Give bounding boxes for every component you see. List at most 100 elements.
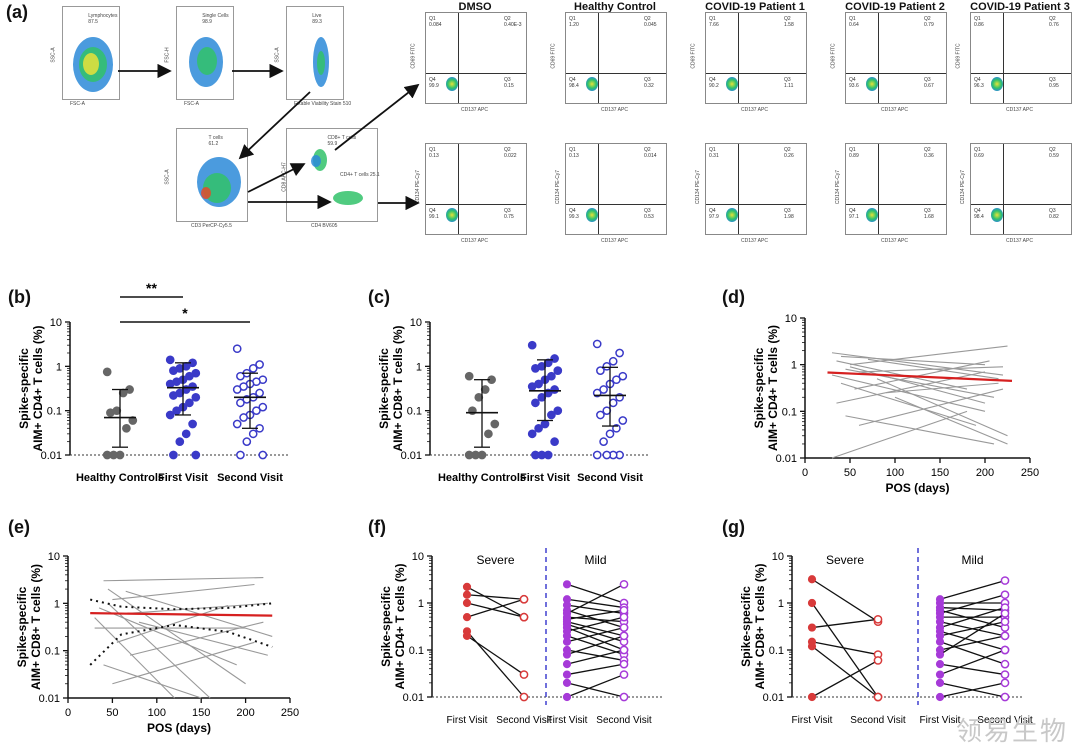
pair-line bbox=[811, 578, 879, 623]
quadrant-hline bbox=[706, 73, 806, 74]
subject-line bbox=[112, 641, 255, 685]
quadrant-name: Q4 bbox=[569, 77, 576, 83]
quadrant-name: Q2 bbox=[924, 147, 931, 153]
quadrant-x-label: CD137 APC bbox=[741, 238, 768, 244]
mild-second-point bbox=[1000, 678, 1010, 688]
quadrant-value: 0.53 bbox=[644, 214, 654, 220]
mild-second-point bbox=[1000, 576, 1010, 585]
data-point bbox=[490, 419, 500, 429]
y-tick-label: 0.1 bbox=[407, 406, 422, 418]
data-point bbox=[608, 398, 618, 408]
density-blob bbox=[311, 155, 321, 167]
density-blob bbox=[201, 187, 211, 199]
mild-second-point bbox=[619, 659, 629, 669]
quadrant-value: 0.15 bbox=[504, 83, 514, 89]
quadrant-plot: Q1 0.31 Q2 0.26 Q4 97.9 Q3 1.98 bbox=[705, 143, 807, 235]
gating-x-axis-label: Fixable Viability Stain 510 bbox=[294, 101, 352, 107]
data-point bbox=[175, 437, 185, 447]
data-point bbox=[527, 382, 537, 391]
quadrant-name: Q1 bbox=[429, 147, 436, 153]
x-tick-label: 150 bbox=[931, 467, 949, 479]
gate-value: 89.3 bbox=[312, 19, 322, 25]
data-point bbox=[191, 450, 201, 460]
quadrant-hline bbox=[846, 73, 946, 74]
y-tick-label: 10 bbox=[410, 317, 422, 329]
quadrant-name: Q3 bbox=[644, 77, 651, 83]
quadrant-value: 0.95 bbox=[1049, 83, 1059, 89]
pair-line bbox=[939, 630, 1006, 651]
data-point bbox=[102, 367, 112, 377]
data-point bbox=[537, 392, 547, 402]
quadrant-name: Q2 bbox=[504, 147, 511, 153]
data-point bbox=[236, 450, 245, 460]
subject-line bbox=[103, 664, 202, 699]
x-axis-label: POS (days) bbox=[885, 481, 949, 495]
quadrant-vline bbox=[458, 13, 459, 103]
quadrant-value: 1.98 bbox=[784, 214, 794, 220]
y-axis-label-line1: Spike-specific bbox=[752, 347, 766, 428]
arrow-4 bbox=[247, 163, 306, 193]
quadrant-value: 93.6 bbox=[849, 83, 859, 89]
pair-line bbox=[466, 586, 525, 618]
quadrant-value: 99.3 bbox=[569, 214, 579, 220]
quadrant-hline bbox=[706, 204, 806, 205]
data-point bbox=[232, 385, 242, 394]
quadrant-name: Q2 bbox=[1049, 16, 1056, 22]
mild-first-point bbox=[562, 670, 572, 679]
x-category-label: First Visit bbox=[792, 715, 833, 726]
pair-line bbox=[566, 626, 625, 643]
data-point bbox=[169, 450, 178, 460]
data-point bbox=[252, 406, 261, 416]
severe-first-point bbox=[462, 598, 472, 608]
severe-first-point bbox=[462, 631, 472, 640]
quadrant-name: Q4 bbox=[849, 208, 856, 214]
y-axis-label-line2: AIM+ CD8+ T cells (%) bbox=[29, 564, 43, 690]
subject-line bbox=[94, 617, 175, 699]
quadrant-value: 97.9 bbox=[709, 214, 719, 220]
quadrant-hline bbox=[971, 204, 1071, 205]
mild-first-point bbox=[935, 670, 945, 679]
y-axis-label-line2: AIM+ CD4+ T cells (%) bbox=[766, 325, 780, 451]
subject-line bbox=[894, 396, 1008, 445]
column-title-0: DMSO bbox=[458, 1, 492, 13]
density-blob bbox=[197, 47, 217, 75]
quadrant-value: 0.084 bbox=[429, 22, 442, 28]
gate-name: Live bbox=[312, 13, 322, 19]
data-point bbox=[618, 416, 628, 425]
quadrant-name: Q1 bbox=[974, 147, 981, 153]
quadrant-value: 1.58 bbox=[784, 22, 794, 28]
x-category-label: Healthy Controls bbox=[76, 472, 164, 484]
quadrant-name: Q3 bbox=[644, 208, 651, 214]
quadrant-name: Q4 bbox=[849, 77, 856, 83]
mild-second-point bbox=[619, 579, 629, 589]
mild-first-point bbox=[935, 660, 945, 669]
subject-line bbox=[849, 366, 986, 404]
y-tick-label: 1 bbox=[54, 598, 60, 610]
mild-second-point bbox=[1000, 645, 1010, 655]
data-point bbox=[106, 408, 115, 418]
x-category-label: Healthy Controls bbox=[438, 472, 526, 484]
quadrant-hline bbox=[566, 204, 666, 205]
subject-line bbox=[121, 602, 268, 615]
data-point bbox=[605, 429, 615, 439]
panel-label-c: (c) bbox=[368, 287, 390, 307]
pair-line bbox=[566, 598, 625, 609]
quadrant-value: 90.2 bbox=[709, 83, 719, 89]
data-point bbox=[553, 406, 563, 416]
pair-line bbox=[939, 594, 1006, 615]
subject-line bbox=[840, 355, 986, 366]
subject-line bbox=[836, 371, 986, 404]
subject-line bbox=[831, 374, 986, 412]
gating-x-axis-label: CD4 BV605 bbox=[311, 223, 338, 229]
subject-line bbox=[858, 388, 1004, 426]
quadrant-x-label: CD137 APC bbox=[741, 107, 768, 113]
quadrant-name: Q2 bbox=[644, 16, 651, 22]
y-tick-label: 0.1 bbox=[47, 406, 62, 418]
subject-line bbox=[885, 382, 999, 394]
quadrant-hline bbox=[426, 204, 526, 205]
mild-second-point bbox=[1000, 631, 1010, 641]
data-point bbox=[181, 429, 191, 439]
cell-cluster bbox=[726, 208, 738, 222]
quadrant-plot: Q1 0.13 Q2 0.022 Q4 99.1 Q3 0.75 bbox=[425, 143, 527, 235]
quadrant-name: Q1 bbox=[709, 16, 716, 22]
